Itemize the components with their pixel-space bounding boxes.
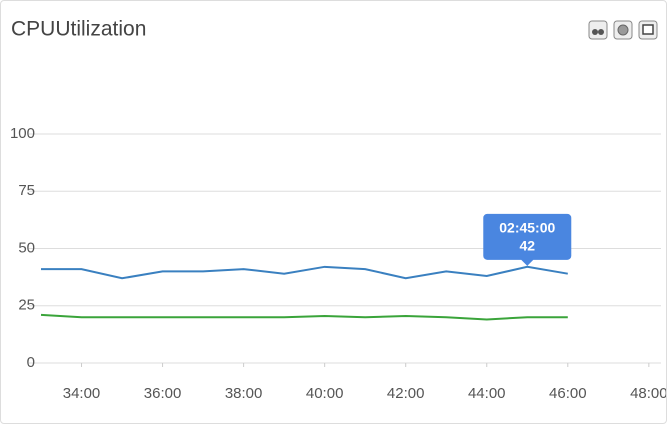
search-button[interactable] [588, 20, 608, 40]
chart-title: CPUUtilization [11, 18, 146, 41]
tooltip-box [483, 213, 572, 266]
x-tick-label: 40:00 [306, 385, 344, 402]
series-line [41, 265, 568, 280]
toolbar [588, 20, 658, 40]
tooltip-value: 42 [519, 238, 535, 254]
x-tick-label: 48:00 [630, 385, 666, 402]
y-tick-label: 50 [18, 239, 35, 256]
y-tick-label: 75 [18, 182, 35, 199]
x-tick-label: 36:00 [144, 385, 182, 402]
tooltip-title: 02:45:00 [499, 220, 555, 236]
y-tick-label: 100 [10, 125, 35, 142]
x-tick-label: 38:00 [225, 385, 263, 402]
x-tick-label: 42:00 [387, 385, 425, 402]
y-tick-label: 0 [27, 354, 35, 371]
x-tick-label: 44:00 [468, 385, 506, 402]
y-tick-label: 25 [18, 297, 35, 314]
x-tick-label: 46:00 [549, 385, 587, 402]
x-tick-label: 34:00 [63, 385, 101, 402]
tooltip: 02:45:00 42 [483, 213, 572, 266]
series-line [40, 313, 568, 321]
